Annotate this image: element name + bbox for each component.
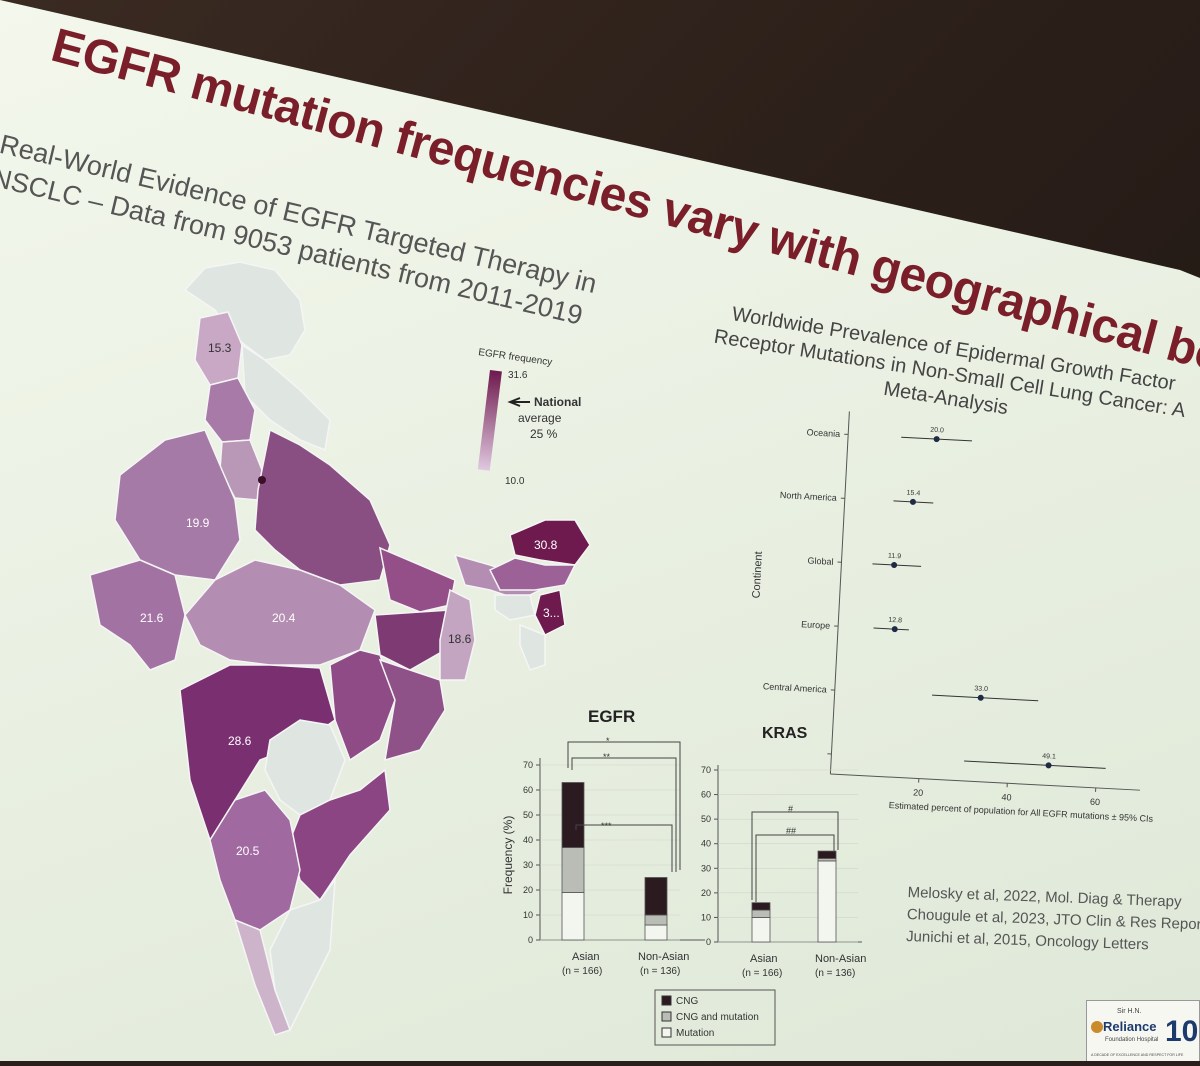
hospital-logo: Sir H.N. Reliance Foundation Hospital 10…	[1086, 1000, 1200, 1062]
egfr-bracket-1	[568, 742, 680, 870]
egfr-ytick-label-2: 20	[523, 885, 533, 895]
logo-emblem-icon	[1091, 1021, 1103, 1033]
egfr-sig-2: **	[603, 752, 611, 762]
legend-swatch-cng	[662, 996, 671, 1005]
egfr-cat-asian-n: (n = 166)	[562, 966, 602, 977]
egfr-ytick-label-6: 60	[523, 785, 533, 795]
kras-bar-asian-cng-and-mutation	[752, 910, 770, 917]
egfr-bar-non-asian-cng	[645, 878, 667, 916]
egfr-ytick-label-4: 40	[523, 835, 533, 845]
kras-ytick-label-6: 60	[701, 790, 711, 800]
legend-label-cng: CNG	[676, 996, 698, 1007]
egfr-cat-nonasian-n: (n = 136)	[640, 966, 680, 977]
egfr-cat-nonasian: Non-Asian	[638, 951, 689, 963]
references: Melosky et al, 2022, Mol. Diag & Therapy…	[906, 882, 1200, 958]
egfr-ytick-label-5: 50	[523, 810, 533, 820]
egfr-y-axis-label: Frequency (%)	[501, 816, 515, 895]
legend-swatch-cng-mutation	[662, 1012, 671, 1021]
kras-ytick-label-5: 50	[701, 814, 711, 824]
egfr-bars	[562, 783, 667, 941]
kras-ytick-label-3: 30	[701, 863, 711, 873]
egfr-bar-non-asian-mutation	[645, 925, 667, 940]
egfr-sig-3: ***	[601, 821, 612, 831]
logo-line-2: Reliance	[1103, 1019, 1156, 1034]
legend-label-cng-mutation: CNG and mutation	[676, 1012, 759, 1023]
kras-chart-title: KRAS	[762, 725, 808, 742]
egfr-sig-1: *	[606, 736, 610, 746]
egfr-significance-brackets	[568, 742, 680, 872]
egfr-chart-title: EGFR	[588, 707, 635, 726]
logo-tagline: A DECADE OF EXCELLENCE AND RESPECT FOR L…	[1091, 1053, 1184, 1057]
kras-cat-nonasian-n: (n = 136)	[815, 968, 855, 979]
kras-bar-non-asian-cng	[818, 851, 836, 858]
logo-line-1: Sir H.N.	[1117, 1008, 1142, 1015]
egfr-bar-asian-mutation	[562, 893, 584, 941]
kras-bars	[752, 851, 836, 942]
bar-legend: CNG CNG and mutation Mutation	[655, 990, 775, 1045]
egfr-bar-non-asian-cng-and-mutation	[645, 915, 667, 925]
kras-cat-asian-n: (n = 166)	[742, 968, 782, 979]
kras-sig-1: #	[788, 804, 793, 814]
logo-big-number: 10	[1165, 1015, 1198, 1048]
logo-line-3: Foundation Hospital	[1105, 1037, 1158, 1043]
egfr-ytick-label-7: 70	[523, 760, 533, 770]
kras-sig-2: ##	[786, 826, 796, 836]
kras-cat-asian: Asian	[750, 953, 778, 965]
kras-bar-non-asian-mutation	[818, 861, 836, 942]
egfr-ytick-label-0: 0	[528, 935, 533, 945]
kras-ytick-label-2: 20	[701, 888, 711, 898]
hospital-logo-art: Sir H.N. Reliance Foundation Hospital 10…	[1087, 1001, 1199, 1061]
egfr-bar-asian-cng	[562, 783, 584, 848]
kras-cat-nonasian: Non-Asian	[815, 953, 866, 965]
kras-ytick-label-4: 40	[701, 839, 711, 849]
kras-ytick-label-0: 0	[706, 937, 711, 947]
kras-bar-asian-cng	[752, 903, 770, 910]
egfr-bar-asian-cng-and-mutation	[562, 848, 584, 893]
kras-ytick-label-1: 10	[701, 912, 711, 922]
kras-ytick-label-7: 70	[701, 765, 711, 775]
kras-bar-asian-mutation	[752, 917, 770, 942]
egfr-ytick-label-3: 30	[523, 860, 533, 870]
legend-swatch-mutation	[662, 1028, 671, 1037]
kras-chart: KRAS 0 10 20 30 40 50 60 70 # ## Asian (n = 166…	[701, 725, 866, 979]
egfr-ytick-label-1: 10	[523, 910, 533, 920]
legend-label-mutation: Mutation	[676, 1028, 714, 1039]
egfr-cat-asian: Asian	[572, 951, 600, 963]
